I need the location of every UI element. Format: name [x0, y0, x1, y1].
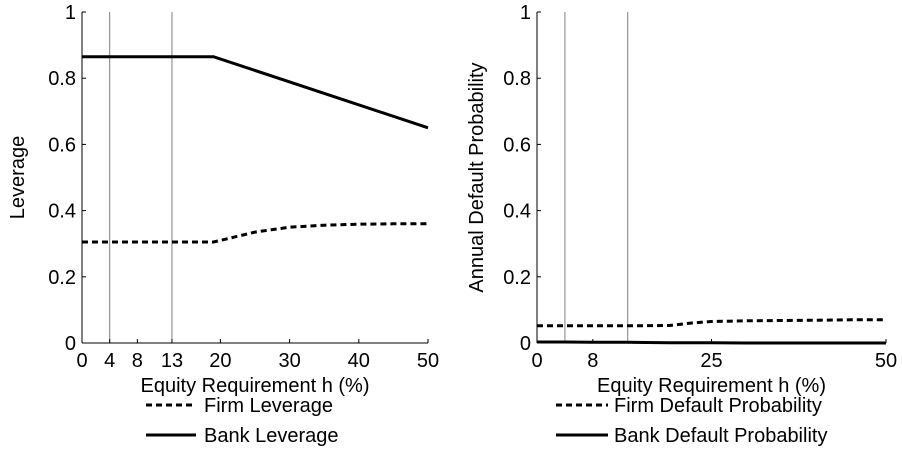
- x-tick-label: 20: [209, 350, 231, 372]
- legend-label: Bank Default Probability: [614, 425, 827, 447]
- y-tick-label: 0.8: [503, 68, 531, 90]
- series-line-2: [82, 55, 429, 130]
- legend-label: Bank Leverage: [204, 425, 339, 447]
- y-tick-label: 0.4: [48, 201, 76, 223]
- series-line-1: [82, 222, 428, 244]
- y-tick-label: 0.2: [503, 267, 531, 289]
- y-axis-label: Annual Default Probability: [466, 62, 488, 292]
- y-tick-label: 0.6: [503, 134, 531, 156]
- series-line-2: [537, 340, 886, 345]
- x-axis-label: Equity Requirement h (%): [597, 375, 826, 397]
- legend-label: Firm Default Probability: [614, 395, 822, 417]
- y-tick-label: 0.6: [48, 134, 76, 156]
- x-tick-label: 0: [531, 350, 542, 372]
- y-tick-label: 0.8: [48, 68, 76, 90]
- x-tick-label: 50: [875, 350, 897, 372]
- x-tick-label: 0: [76, 350, 87, 372]
- chart-panel-2: 0 0.2 0.4 0.6 0.8 1 0 8 25 50 Equity Requirement h…: [466, 2, 897, 447]
- y-tick-label: 0: [65, 333, 76, 355]
- x-tick-label: 40: [348, 350, 370, 372]
- y-tick-label: 0.4: [503, 201, 531, 223]
- x-tick-label: 4: [104, 350, 115, 372]
- y-tick-label: 1: [65, 2, 76, 24]
- x-tick-label: 13: [161, 350, 183, 372]
- x-axis-label: Equity Requirement h (%): [141, 375, 370, 397]
- y-tick-label: 1: [520, 2, 531, 24]
- x-tick-label: 8: [587, 350, 598, 372]
- x-tick-label: 25: [700, 350, 722, 372]
- y-tick-label: 0: [520, 333, 531, 355]
- legend-label: Firm Leverage: [204, 395, 333, 417]
- series-line-1: [537, 318, 886, 328]
- x-tick-label: 50: [417, 350, 439, 372]
- x-tick-label: 30: [278, 350, 300, 372]
- y-axis-label: Leverage: [7, 136, 29, 219]
- x-tick-label: 8: [132, 350, 143, 372]
- y-tick-label: 0.2: [48, 267, 76, 289]
